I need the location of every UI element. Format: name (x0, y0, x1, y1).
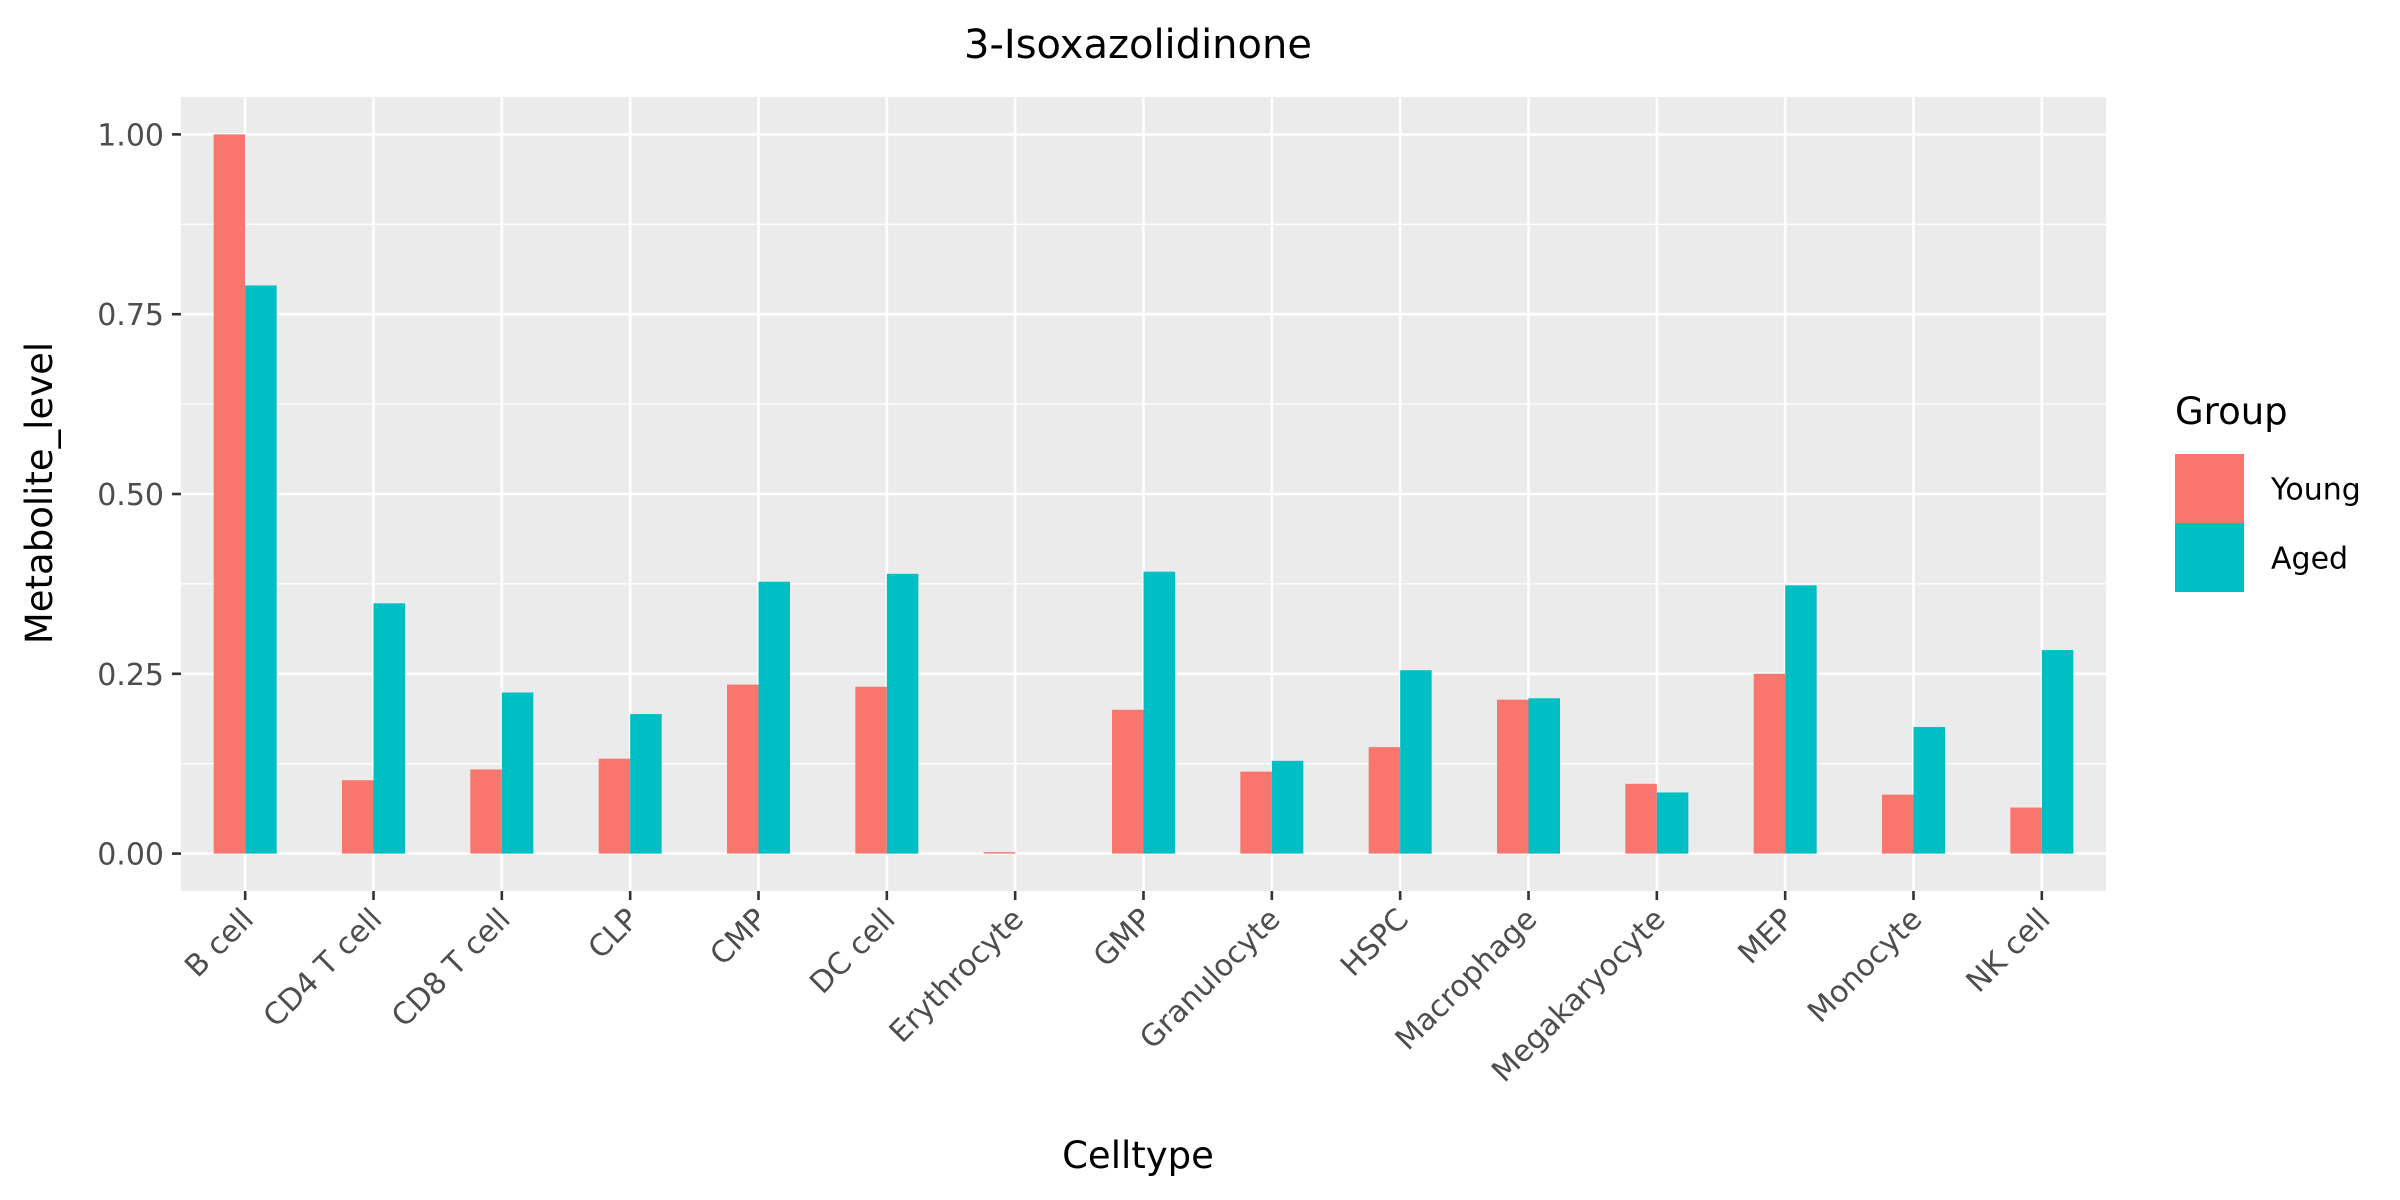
x-tick-label: DC cell (803, 902, 902, 1001)
bar-aged-clp (630, 714, 662, 854)
bar-young-cd8-t-cell (470, 769, 502, 854)
x-tick-label: NK cell (1960, 902, 2058, 1000)
bar-young-b-cell (213, 134, 246, 854)
bar-young-monocyte (1882, 794, 1914, 854)
bar-young-gmp (1112, 709, 1144, 854)
bar-young-nk-cell (2010, 807, 2042, 854)
bar-aged-nk-cell (2041, 650, 2074, 854)
bar-young-granulocyte (1240, 771, 1272, 854)
bar-aged-megakaryocyte (1656, 792, 1689, 854)
y-axis: 0.00 0.25 0.50 0.75 1.00 (97, 118, 181, 873)
bar-aged-cd4-t-cell (373, 603, 405, 854)
y-tick-label: 0.75 (97, 298, 164, 333)
bar-young-dc-cell (855, 686, 887, 854)
x-tick-label: GMP (1087, 902, 1159, 974)
bar-young-cd4-t-cell (342, 780, 374, 854)
y-tick-label: 0.50 (97, 478, 164, 513)
bar-aged-macrophage (1528, 698, 1560, 854)
bar-aged-mep (1785, 585, 1817, 854)
bar-young-cmp (727, 684, 759, 854)
y-tick-label: 1.00 (97, 118, 164, 153)
bar-young-megakaryocyte (1625, 783, 1657, 854)
x-tick-label: CMP (704, 902, 775, 973)
y-tick-label: 0.00 (97, 838, 164, 873)
bar-young-hspc (1368, 747, 1401, 854)
bar-aged-monocyte (1913, 727, 1945, 854)
bar-young-clp (598, 758, 631, 854)
x-axis-title: Celltype (1062, 1134, 1214, 1177)
x-tick-label: CLP (582, 902, 646, 966)
bars-layer (213, 134, 2074, 854)
bar-aged-gmp (1143, 571, 1175, 854)
x-tick-label: CD8 T cell (385, 902, 517, 1034)
bar-aged-dc-cell (886, 573, 919, 854)
bar-young-erythrocyte (983, 852, 1016, 854)
legend-label-young: Young (2270, 473, 2361, 508)
bar-young-mep (1753, 673, 1786, 854)
legend-key-aged (2175, 523, 2244, 592)
legend-label-aged: Aged (2271, 542, 2348, 577)
bar-aged-b-cell (245, 285, 277, 854)
x-tick-label: Erythrocyte (883, 902, 1031, 1050)
x-tick-label: CD4 T cell (257, 902, 389, 1034)
bar-aged-hspc (1400, 670, 1432, 854)
legend: Group Young Aged (2175, 390, 2361, 592)
legend-key-young (2175, 454, 2244, 523)
x-tick-label: HSPC (1334, 902, 1416, 984)
chart-title: 3-Isoxazolidinone (964, 22, 1312, 68)
x-tick-label: Monocyte (1801, 902, 1929, 1030)
bar-young-macrophage (1497, 699, 1529, 854)
x-tick-label: MEP (1732, 902, 1801, 971)
bar-aged-cd8-t-cell (501, 692, 534, 854)
legend-title: Group (2175, 390, 2288, 433)
y-axis-title: Metabolite_level (18, 342, 61, 644)
bar-aged-granulocyte (1271, 760, 1304, 854)
x-tick-label: B cell (178, 902, 261, 985)
bar-aged-cmp (758, 581, 790, 854)
y-tick-label: 0.25 (97, 658, 164, 693)
